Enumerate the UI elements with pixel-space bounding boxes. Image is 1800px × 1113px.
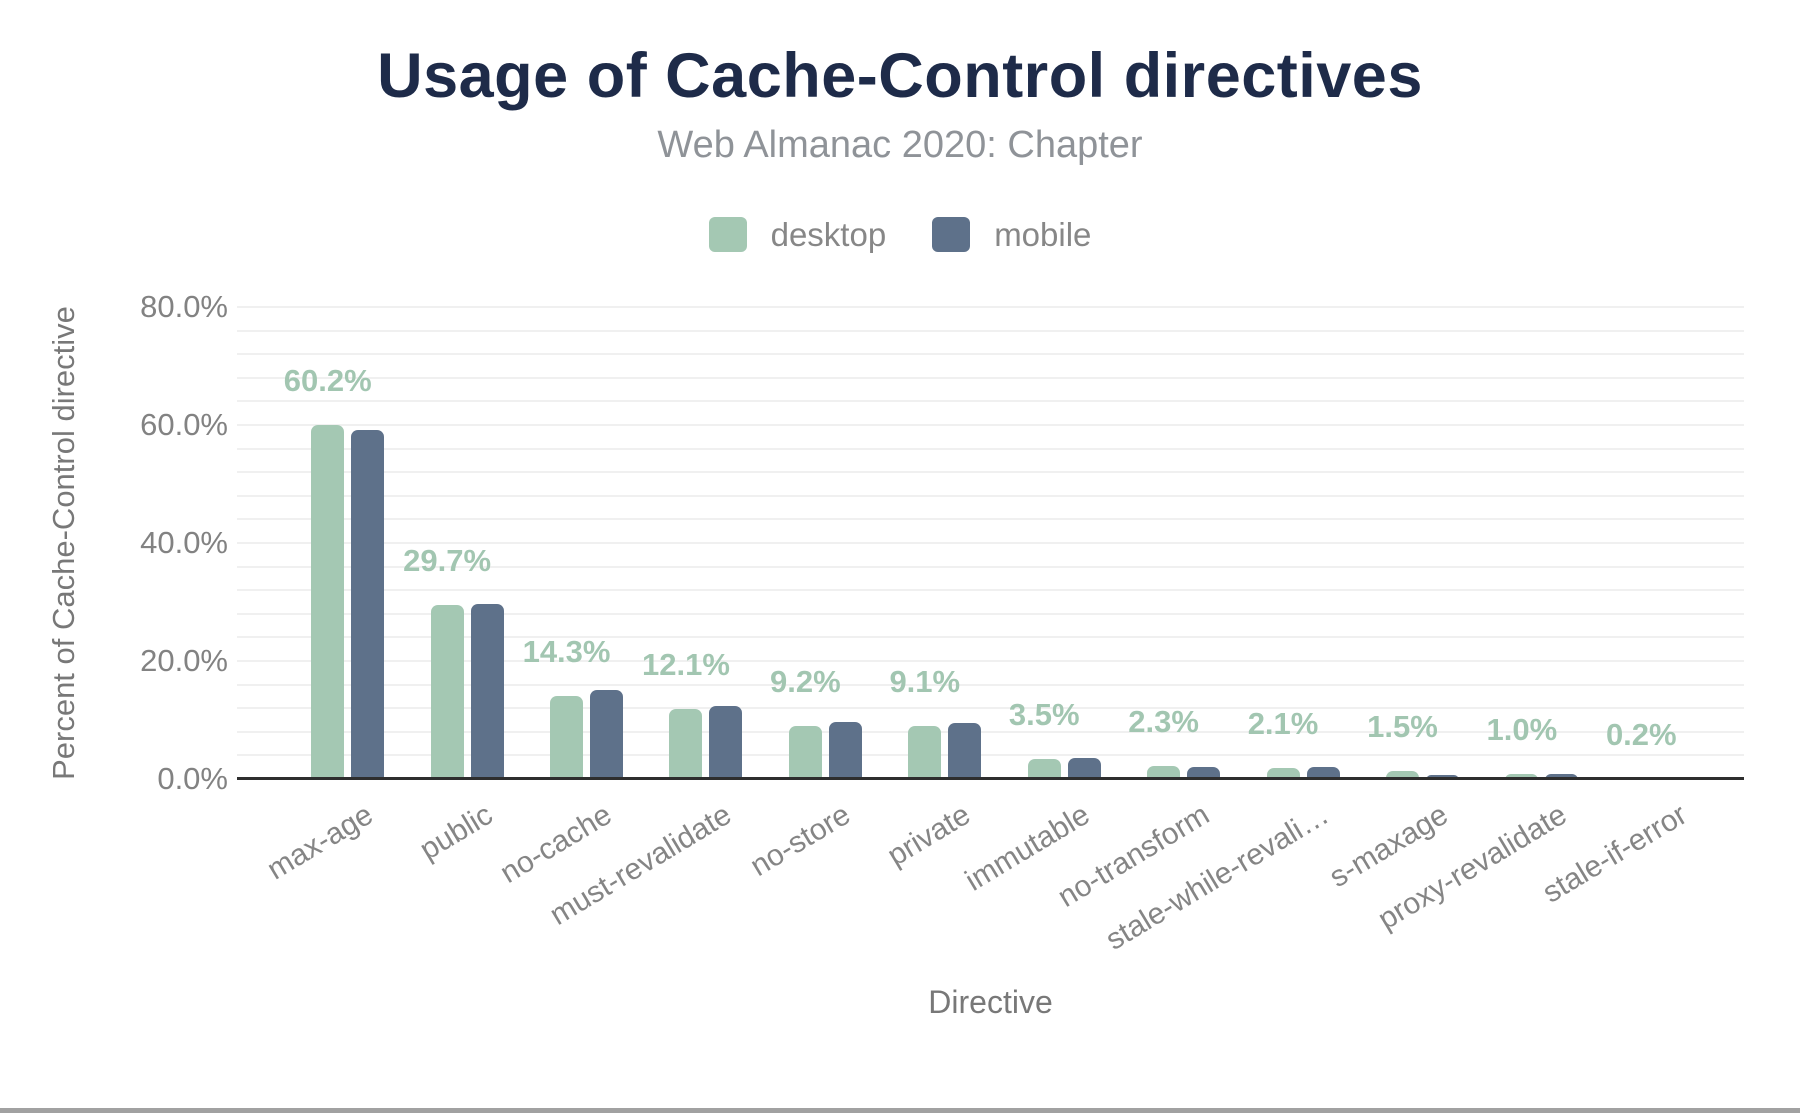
data-label-must-revalidate: 12.1% bbox=[642, 646, 730, 682]
data-label-proxy-revalidate: 1.0% bbox=[1486, 712, 1558, 748]
bar-mobile-stale-while-revalidate bbox=[1306, 767, 1340, 780]
data-label-no-cache: 14.3% bbox=[522, 633, 611, 669]
bar-desktop-max-age bbox=[311, 425, 345, 780]
data-label-no-store: 9.2% bbox=[770, 663, 841, 699]
gridline-60pct bbox=[237, 424, 1744, 426]
gridline-12pct bbox=[237, 707, 1744, 710]
x-category-label-public: public bbox=[413, 798, 499, 867]
legend-item-desktop: desktop bbox=[708, 216, 887, 253]
x-category-label-no-store: no-store bbox=[745, 798, 857, 883]
gridline-36pct bbox=[237, 565, 1744, 568]
bar-mobile-must-revalidate bbox=[709, 706, 743, 780]
y-tick-20pct: 20.0% bbox=[140, 643, 228, 678]
x-axis-title: Directive bbox=[928, 984, 1053, 1020]
data-label-s-maxage: 1.5% bbox=[1367, 709, 1438, 745]
gridline-28pct bbox=[237, 612, 1744, 615]
legend-swatch-desktop bbox=[708, 217, 747, 252]
gridline-76pct bbox=[237, 329, 1744, 332]
gridline-4pct bbox=[237, 754, 1744, 757]
legend-swatch-mobile bbox=[932, 217, 971, 252]
data-label-stale-if-error: 0.2% bbox=[1605, 716, 1677, 752]
x-category-label-private: private bbox=[881, 798, 976, 873]
bar-mobile-no-cache bbox=[590, 690, 624, 780]
gridline-40pct bbox=[237, 542, 1744, 544]
gridline-52pct bbox=[237, 471, 1744, 474]
bar-desktop-private bbox=[908, 726, 942, 780]
bar-desktop-must-revalidate bbox=[669, 709, 703, 780]
data-label-stale-while-revalidate: 2.1% bbox=[1247, 705, 1319, 741]
y-tick-40pct: 40.0% bbox=[140, 525, 228, 560]
data-label-max-age: 60.2% bbox=[283, 362, 372, 398]
bar-mobile-public bbox=[470, 604, 504, 780]
gridline-16pct bbox=[237, 683, 1744, 686]
bar-desktop-immutable bbox=[1027, 759, 1061, 780]
x-category-label-stale-while-revalidate: stale-while-revali… bbox=[1099, 798, 1335, 957]
chart-subtitle: Web Almanac 2020: Chapter bbox=[657, 124, 1143, 166]
gridline-24pct bbox=[237, 636, 1744, 639]
y-tick-60pct: 60.0% bbox=[140, 407, 228, 442]
y-axis-title: Percent of Cache-Control directive bbox=[46, 306, 81, 780]
legend-item-mobile: mobile bbox=[932, 217, 1091, 252]
bar-desktop-no-cache bbox=[550, 696, 584, 780]
gridline-68pct bbox=[237, 376, 1744, 379]
gridline-32pct bbox=[237, 589, 1744, 592]
legend-label-desktop: desktop bbox=[770, 216, 887, 253]
x-category-label-max-age: max-age bbox=[261, 798, 379, 887]
gridline-56pct bbox=[237, 447, 1744, 450]
legend: desktop mobile bbox=[0, 217, 1800, 252]
bar-desktop-no-store bbox=[788, 726, 822, 780]
gridline-44pct bbox=[237, 518, 1744, 521]
plot-area: 60.2% max-age 29.7% public 14.3% no-cache 12.1… bbox=[237, 300, 1744, 957]
y-tick-80pct: 80.0% bbox=[140, 289, 228, 324]
bar-mobile-max-age bbox=[351, 430, 385, 780]
gridline-8pct bbox=[237, 730, 1744, 733]
bar-desktop-no-transform bbox=[1147, 766, 1181, 780]
x-axis-line bbox=[237, 777, 1744, 780]
chart-title: Usage of Cache-Control directives bbox=[377, 41, 1423, 111]
window-bottom-divider bbox=[0, 1108, 1800, 1113]
gridline-48pct bbox=[237, 494, 1744, 497]
gridline-64pct bbox=[237, 400, 1744, 403]
bar-desktop-public bbox=[430, 605, 464, 780]
y-tick-0pct: 0.0% bbox=[157, 761, 228, 796]
gridline-72pct bbox=[237, 353, 1744, 356]
data-label-private: 9.1% bbox=[889, 664, 961, 700]
data-label-no-transform: 2.3% bbox=[1128, 704, 1199, 740]
bar-mobile-no-store bbox=[828, 722, 862, 780]
legend-label-mobile: mobile bbox=[994, 216, 1092, 253]
gridline-80pct bbox=[237, 306, 1744, 308]
bar-mobile-no-transform bbox=[1187, 767, 1221, 780]
data-label-public: 29.7% bbox=[403, 542, 492, 578]
gridline-20pct bbox=[237, 660, 1744, 662]
bar-desktop-s-maxage bbox=[1385, 771, 1419, 780]
bar-mobile-immutable bbox=[1067, 758, 1101, 780]
data-label-immutable: 3.5% bbox=[1008, 697, 1080, 733]
bar-mobile-private bbox=[948, 723, 982, 780]
